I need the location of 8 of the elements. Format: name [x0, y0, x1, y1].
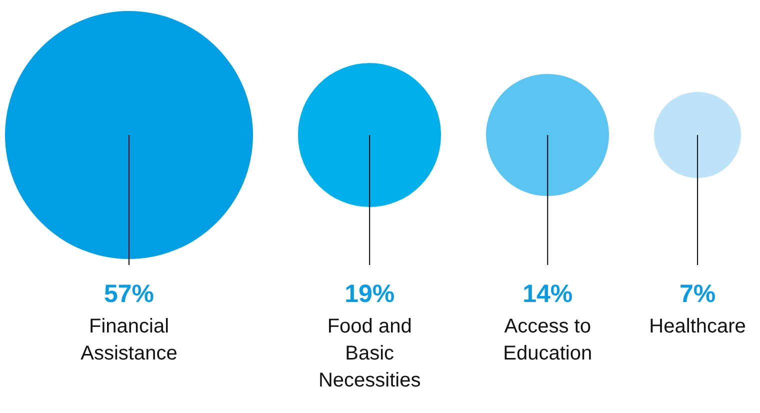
data-label: 19%	[344, 280, 395, 308]
data-label: 14%	[522, 280, 573, 308]
category-label: Financial Assistance	[80, 316, 178, 365]
data-label: 7%	[679, 280, 716, 308]
category-label: Healthcare	[649, 316, 746, 338]
category-label: Food and Basic Necessities	[318, 316, 421, 392]
category-label: Access to Education	[503, 316, 592, 365]
data-label: 57%	[104, 280, 154, 308]
